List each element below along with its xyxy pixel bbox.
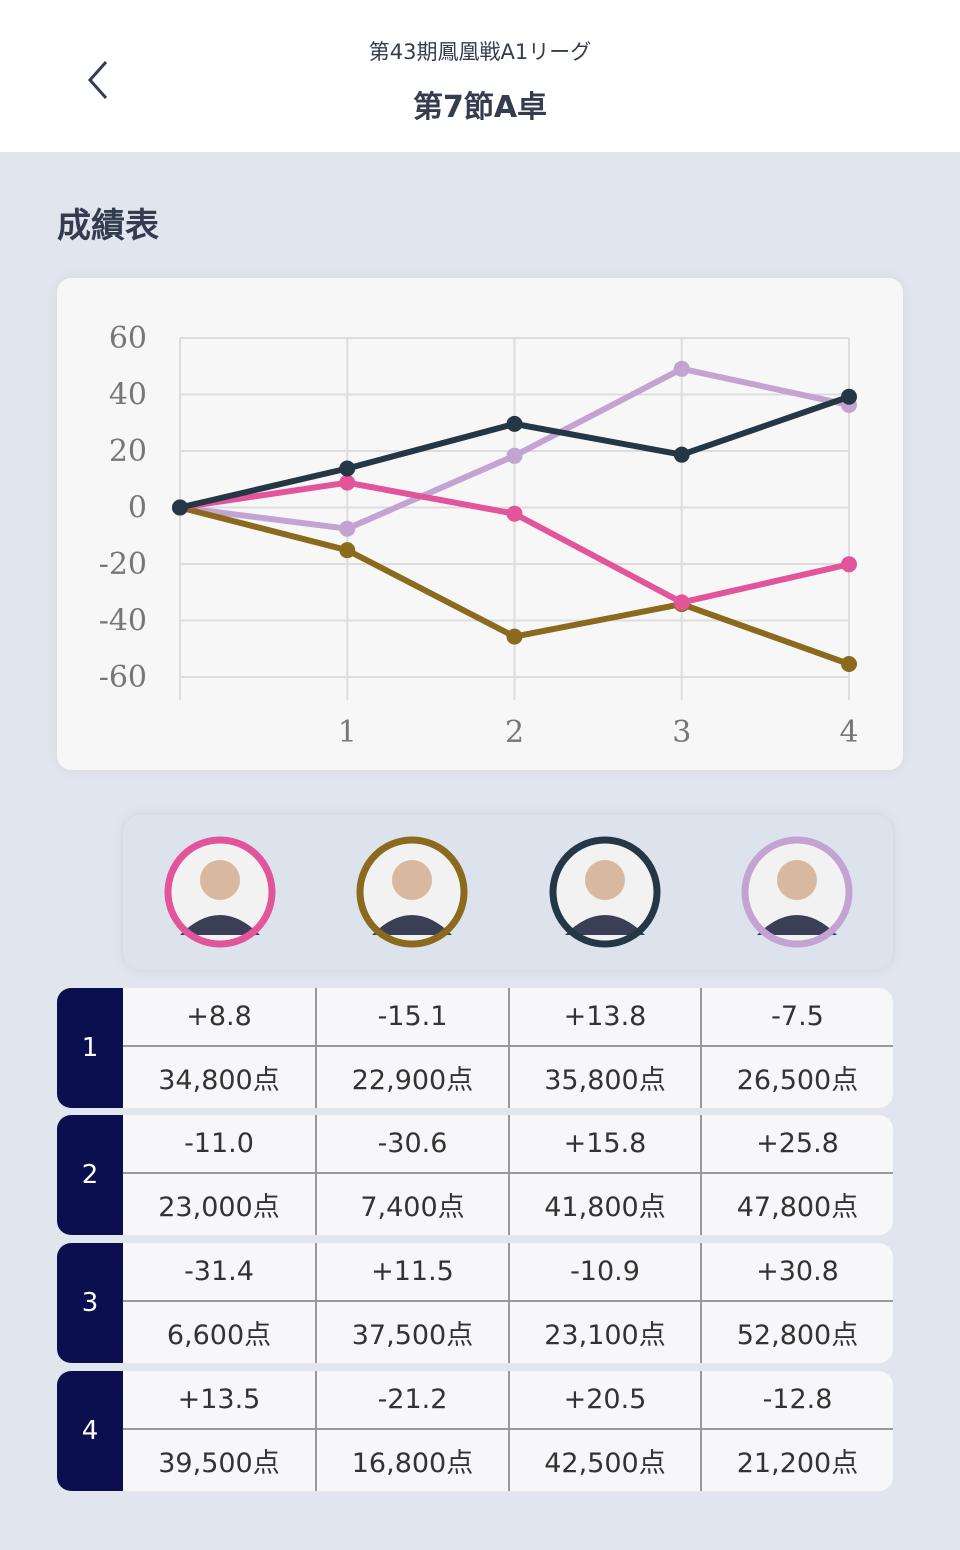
points-cell: 37,500点 bbox=[315, 1302, 508, 1363]
avatar-body bbox=[565, 915, 645, 935]
score-cell: +8.8 bbox=[123, 988, 315, 1047]
score-cell: -30.6 bbox=[315, 1115, 508, 1174]
points-cell: 16,800点 bbox=[315, 1430, 508, 1491]
points-cell: 41,800点 bbox=[508, 1174, 700, 1235]
y-tick-label: 40 bbox=[109, 378, 147, 413]
y-tick-label: 60 bbox=[109, 321, 147, 356]
y-tick-label: -20 bbox=[99, 547, 147, 582]
points-cell: 21,200点 bbox=[700, 1430, 893, 1491]
x-tick-label: 1 bbox=[338, 715, 357, 750]
score-cell: +25.8 bbox=[700, 1115, 893, 1174]
points-cell: 23,100点 bbox=[508, 1302, 700, 1363]
score-cell: +20.5 bbox=[508, 1371, 700, 1430]
data-point bbox=[339, 460, 356, 477]
score-cell: +13.8 bbox=[508, 988, 700, 1047]
data-point bbox=[841, 388, 857, 405]
score-cell: -7.5 bbox=[700, 988, 893, 1047]
points-cell: 42,500点 bbox=[508, 1430, 700, 1491]
y-tick-label: 0 bbox=[128, 491, 147, 526]
title: 第7節A卓 bbox=[412, 90, 548, 125]
score-cell: -12.8 bbox=[700, 1371, 893, 1430]
data-point bbox=[841, 556, 857, 573]
y-tick-label: -40 bbox=[99, 604, 147, 639]
x-tick-label: 3 bbox=[672, 715, 691, 750]
row-bg bbox=[57, 1371, 893, 1491]
row-bg bbox=[57, 1115, 893, 1235]
round-number: 1 bbox=[57, 988, 123, 1108]
score-cell: +15.8 bbox=[508, 1115, 700, 1174]
points-cell: 23,000点 bbox=[158, 1192, 280, 1223]
y-tick-label: 20 bbox=[109, 434, 147, 469]
points-cell: 22,900点 bbox=[315, 1047, 508, 1108]
score-cell: +13.5 bbox=[123, 1371, 315, 1430]
section-title: 成績表 bbox=[57, 206, 159, 246]
score-cell: -10.9 bbox=[508, 1243, 700, 1302]
data-point bbox=[673, 594, 690, 611]
score-cell: +11.5 bbox=[315, 1243, 508, 1302]
avatar-ring bbox=[741, 836, 853, 948]
avatar-head bbox=[392, 860, 432, 900]
round-number: 3 bbox=[57, 1243, 123, 1363]
x-tick-label: 2 bbox=[505, 715, 524, 750]
points-cell: 35,800点 bbox=[508, 1047, 700, 1108]
row-bg bbox=[57, 1243, 893, 1363]
avatar-head bbox=[200, 860, 240, 900]
points-cell: 52,800点 bbox=[700, 1302, 893, 1363]
data-point bbox=[841, 656, 857, 673]
data-point bbox=[172, 499, 188, 516]
avatar-ring bbox=[164, 836, 276, 948]
points-cell: 47,800点 bbox=[700, 1174, 893, 1235]
points-cell: 26,500点 bbox=[700, 1047, 893, 1108]
data-point bbox=[339, 474, 356, 491]
score-cell: -31.4 bbox=[123, 1243, 315, 1302]
data-point bbox=[673, 446, 690, 463]
round-number: 4 bbox=[57, 1371, 123, 1491]
header: 第43期鳳凰戦A1リーグ 第7節A卓 bbox=[0, 0, 960, 152]
avatar-body bbox=[757, 915, 837, 935]
points-cell: 39,500点 bbox=[158, 1448, 280, 1479]
score-cell: -15.1 bbox=[315, 988, 508, 1047]
score-cell: +30.8 bbox=[700, 1243, 893, 1302]
subtitle: 第43期鳳凰戦A1リーグ bbox=[368, 40, 592, 64]
avatar-head bbox=[585, 860, 625, 900]
chart-card bbox=[57, 278, 903, 770]
data-point bbox=[506, 447, 523, 464]
avatar-body bbox=[180, 915, 260, 935]
chart: -60 -40 -20 0 20 40 60 1 2 3 4 bbox=[99, 321, 859, 750]
avatar-head bbox=[777, 860, 817, 900]
avatars bbox=[164, 836, 853, 948]
row-bg bbox=[57, 988, 893, 1108]
avatar-body bbox=[372, 915, 452, 935]
points-cell: 6,600点 bbox=[166, 1320, 272, 1351]
x-tick-label: 4 bbox=[839, 715, 858, 750]
avatar-ring bbox=[549, 836, 661, 948]
data-point bbox=[506, 505, 523, 522]
points-cell: 34,800点 bbox=[158, 1065, 280, 1096]
back-button[interactable] bbox=[80, 58, 114, 102]
data-point bbox=[339, 520, 356, 537]
data-point bbox=[506, 415, 523, 432]
data-point bbox=[339, 542, 356, 559]
score-cell: -11.0 bbox=[123, 1115, 315, 1174]
score-cell: -21.2 bbox=[315, 1371, 508, 1430]
points-cell: 7,400点 bbox=[315, 1174, 508, 1235]
y-tick-label: -60 bbox=[99, 660, 147, 695]
round-number: 2 bbox=[57, 1115, 123, 1235]
avatar-ring bbox=[356, 836, 468, 948]
data-point bbox=[673, 360, 690, 377]
data-point bbox=[506, 628, 523, 645]
